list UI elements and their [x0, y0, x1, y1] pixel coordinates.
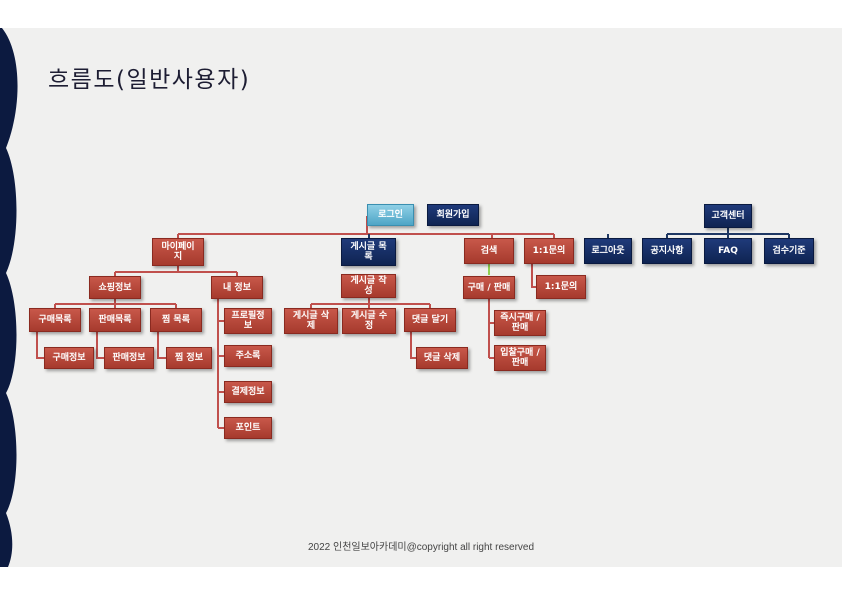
page-title: 흐름도(일반사용자): [48, 67, 251, 93]
node-inquiry-sub[interactable]: 1:1문의: [536, 275, 586, 299]
node-profile[interactable]: 프로필정 보: [224, 308, 272, 334]
node-post-write[interactable]: 게시글 작 성: [341, 274, 396, 298]
node-logout[interactable]: 로그아웃: [584, 238, 632, 264]
node-comment-delete[interactable]: 댓글 삭제: [416, 347, 468, 369]
node-inquiry[interactable]: 1:1문의: [524, 238, 574, 264]
node-point[interactable]: 포인트: [224, 417, 272, 439]
node-buy-sell[interactable]: 구매 / 판매: [463, 276, 515, 299]
node-bid-trade[interactable]: 입찰구매 / 판매: [494, 345, 546, 371]
node-sell-info[interactable]: 판매정보: [104, 347, 154, 369]
node-instant-trade[interactable]: 즉시구매 / 판매: [494, 310, 546, 336]
node-sell-list[interactable]: 판매목록: [89, 308, 141, 332]
node-wish-info[interactable]: 찜 정보: [166, 347, 212, 369]
node-post-delete[interactable]: 게시글 삭 제: [284, 308, 338, 334]
node-customer-center[interactable]: 고객센터: [704, 204, 752, 228]
node-mypage[interactable]: 마이페이 지: [152, 238, 204, 266]
node-post-edit[interactable]: 게시글 수 정: [342, 308, 396, 334]
slide: 흐름도(일반사용자) 로그인 회원가입 고객센터 마이페이 지 게시글 목 록 …: [0, 28, 842, 567]
node-search[interactable]: 검색: [464, 238, 514, 264]
node-wish-list[interactable]: 찜 목록: [150, 308, 202, 332]
node-buy-list[interactable]: 구매목록: [29, 308, 81, 332]
node-payment[interactable]: 결제정보: [224, 381, 272, 403]
node-inspection[interactable]: 검수기준: [764, 238, 814, 264]
node-shopping-info[interactable]: 쇼핑정보: [89, 276, 141, 299]
footer-copyright: 2022 인천일보아카데미@copyright all right reserv…: [307, 542, 535, 553]
node-buy-info[interactable]: 구매정보: [44, 347, 94, 369]
node-my-info[interactable]: 내 정보: [211, 276, 263, 299]
decorative-wave: [0, 28, 18, 567]
node-login[interactable]: 로그인: [367, 204, 414, 226]
node-post-list[interactable]: 게시글 목 록: [341, 238, 396, 266]
node-address[interactable]: 주소록: [224, 345, 272, 367]
node-comment-write[interactable]: 댓글 달기: [404, 308, 456, 332]
node-signup[interactable]: 회원가입: [427, 204, 479, 226]
node-faq[interactable]: FAQ: [704, 238, 752, 264]
node-notice[interactable]: 공지사항: [642, 238, 692, 264]
